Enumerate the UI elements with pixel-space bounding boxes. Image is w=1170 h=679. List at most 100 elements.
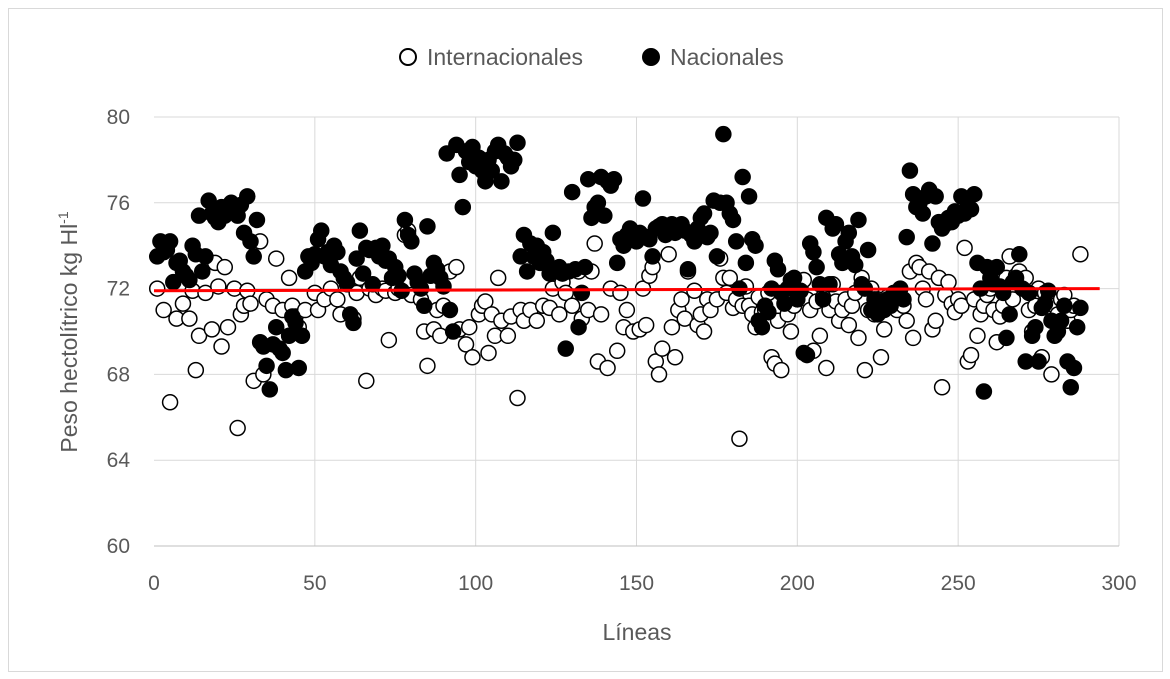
data-point [313,222,330,239]
data-point [679,261,697,278]
data-point [1062,379,1079,396]
data-point [1052,312,1070,330]
data-point [499,327,517,345]
data-point [592,306,610,323]
y-tick-labels: 60 64 68 72 76 80 [107,106,131,558]
data-point [608,254,626,272]
data-point [551,306,568,323]
data-point [653,340,671,357]
data-point [612,284,629,302]
data-point [814,291,832,308]
data-point [216,258,234,276]
data-point [161,233,179,250]
y-axis-title-superscript: -1 [55,211,71,224]
data-point [576,258,594,276]
data-point [850,211,867,229]
x-tick-label: 300 [1101,572,1136,595]
series-layer [148,125,1089,447]
data-point [644,248,661,265]
data-point [840,316,858,334]
data-point [666,348,684,366]
data-point [573,284,591,302]
y-tick-label: 60 [107,535,130,558]
data-point [872,348,890,366]
y-axis-title-main: Peso hectolítrico kg Hl [56,224,82,453]
data-point [242,295,259,312]
data-point [412,280,430,297]
data-point [702,224,719,242]
data-point [846,256,864,274]
x-tick-label: 100 [458,572,493,595]
data-point [927,312,944,330]
data-point [528,312,546,330]
data-point [267,250,285,267]
data-point [483,162,500,179]
data-point [444,323,462,340]
x-tick-label: 150 [619,572,654,595]
data-point [280,269,298,287]
data-point [734,168,751,186]
y-axis-title: Peso hectolítrico kg Hl-1 [55,211,82,452]
data-point [396,211,414,229]
data-point [1039,282,1057,299]
x-tick-label: 250 [941,572,976,595]
data-point [782,323,800,340]
x-axis-title: Líneas [602,619,671,645]
data-point [727,233,745,250]
data-point [596,207,613,224]
data-point [258,357,275,375]
data-point [457,336,475,353]
data-point [161,394,179,411]
data-point [966,185,983,203]
y-tick-label: 64 [107,449,131,472]
data-point [345,314,362,332]
data-point [181,310,198,327]
x-tick-label: 50 [303,572,326,595]
data-point [956,239,973,257]
series-nacionales [148,125,1089,400]
data-point [840,224,858,242]
data-point [390,267,407,284]
data-point [618,301,636,319]
x-tick-label: 200 [780,572,815,595]
legend-marker-nacionales [642,48,660,66]
data-point [563,297,581,315]
data-point [695,323,713,340]
data-point [708,248,726,265]
data-point [358,372,375,390]
data-point [962,346,980,364]
data-point [589,194,607,212]
data-point [731,430,748,447]
data-point [239,188,256,205]
data-point [898,228,915,246]
data-point [248,211,266,229]
data-point [329,243,346,261]
data-point [875,321,893,338]
data-point [1072,246,1089,263]
data-point [267,318,285,336]
data-point [155,301,172,319]
data-point [380,331,398,349]
data-point [650,366,668,383]
data-point [219,318,237,336]
data-point [1068,318,1086,336]
data-point [608,342,626,360]
y-tick-label: 76 [107,192,130,215]
data-point [287,314,304,332]
data-point [827,216,845,233]
legend: Internacionales Nacionales [399,44,784,70]
data-point [1001,306,1018,323]
data-point [740,188,758,205]
data-point [753,318,771,336]
data-point [914,205,932,222]
data-point [187,361,205,379]
data-point [1072,299,1089,317]
data-point [769,261,787,278]
data-point [480,344,497,362]
data-point [998,329,1015,347]
data-point [454,198,472,216]
data-point [1027,318,1044,336]
data-point [634,190,652,207]
data-point [509,134,526,151]
